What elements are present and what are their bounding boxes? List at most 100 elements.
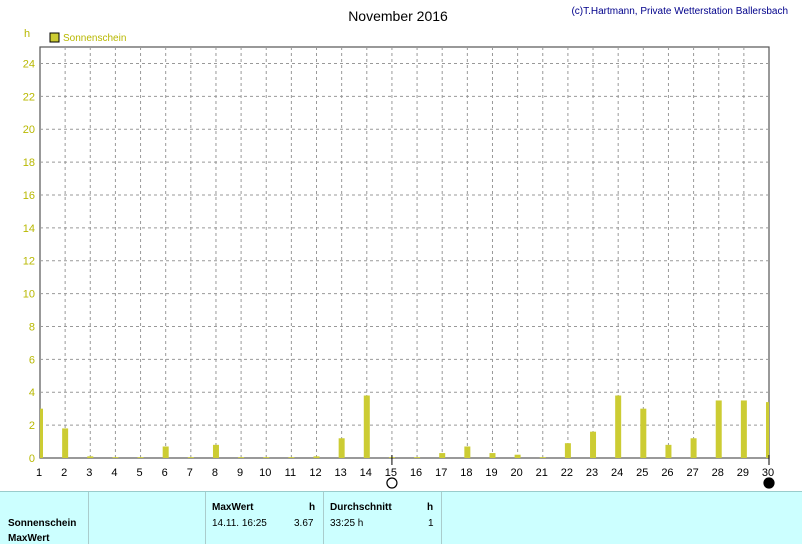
maxwert-header: MaxWert bbox=[212, 502, 254, 513]
x-tick-label: 3 bbox=[86, 467, 92, 479]
sunshine-bars bbox=[40, 395, 769, 458]
maxwert-value: 3.67 bbox=[294, 518, 314, 529]
x-tick-label: 13 bbox=[335, 467, 347, 479]
sunshine-bar bbox=[564, 443, 571, 458]
y-tick-label: 4 bbox=[29, 387, 35, 399]
sunshine-bar bbox=[615, 395, 622, 458]
x-tick-label: 19 bbox=[485, 467, 497, 479]
sunshine-bar bbox=[464, 446, 471, 458]
sunshine-bar bbox=[690, 438, 697, 458]
x-tick-label: 25 bbox=[636, 467, 648, 479]
y-tick-label: 20 bbox=[23, 124, 35, 136]
x-tick-label: 22 bbox=[561, 467, 573, 479]
table-divider bbox=[323, 492, 324, 544]
sunshine-bar bbox=[288, 457, 295, 458]
x-tick-label: 14 bbox=[360, 467, 372, 479]
x-tick-label: 18 bbox=[460, 467, 472, 479]
sunshine-bar bbox=[414, 457, 421, 458]
sunshine-bar bbox=[162, 446, 169, 458]
sunshine-bar bbox=[338, 438, 345, 458]
credit-text: (c)T.Hartmann, Private Wetterstation Bal… bbox=[571, 6, 788, 17]
sunshine-bar bbox=[740, 400, 747, 458]
x-tick-label: 21 bbox=[536, 467, 548, 479]
row-label-sunshine: Sonnenschein bbox=[8, 518, 77, 529]
sunshine-bar bbox=[112, 457, 119, 458]
x-tick-label: 6 bbox=[162, 467, 168, 479]
x-tick-label: 7 bbox=[187, 467, 193, 479]
sunshine-bar bbox=[640, 408, 647, 458]
legend-label: Sonnenschein bbox=[63, 33, 126, 44]
y-tick-label: 12 bbox=[23, 256, 35, 268]
chart-title: November 2016 bbox=[348, 8, 448, 24]
y-axis-unit: h bbox=[24, 28, 30, 40]
table-divider bbox=[88, 492, 89, 544]
y-tick-label: 10 bbox=[23, 289, 35, 301]
table-divider bbox=[205, 492, 206, 544]
x-tick-label: 30 bbox=[762, 467, 774, 479]
moon-phase-markers bbox=[386, 455, 775, 489]
x-tick-label: 29 bbox=[737, 467, 749, 479]
x-tick-label: 11 bbox=[285, 467, 296, 479]
sunshine-bar bbox=[238, 457, 245, 458]
sunshine-bar bbox=[439, 453, 446, 458]
x-tick-label: 23 bbox=[586, 467, 598, 479]
row-label-maxwert: MaxWert bbox=[8, 533, 50, 544]
x-tick-label: 5 bbox=[136, 467, 142, 479]
average-unit: h bbox=[427, 502, 434, 513]
y-tick-label: 14 bbox=[23, 223, 35, 235]
x-tick-label: 17 bbox=[435, 467, 447, 479]
legend-swatch bbox=[49, 32, 60, 43]
table-divider bbox=[441, 492, 442, 544]
new-moon-icon bbox=[763, 477, 775, 489]
x-tick-label: 15 bbox=[385, 467, 397, 479]
y-tick-label: 18 bbox=[23, 157, 35, 169]
x-tick-label: 28 bbox=[712, 467, 724, 479]
maxwert-unit: h bbox=[309, 502, 316, 513]
y-tick-label: 0 bbox=[29, 453, 35, 465]
sunshine-bar bbox=[40, 408, 43, 458]
x-tick-label: 24 bbox=[611, 467, 623, 479]
sunshine-bar bbox=[212, 444, 219, 458]
sunshine-bar bbox=[514, 454, 521, 458]
y-tick-label: 22 bbox=[23, 91, 35, 103]
x-axis-ticks: 1 2 3 4 5 6 7 8 9 10 11 12 13 14 15 16 17 18 19 20 21 22 23 24 2… bbox=[36, 467, 774, 479]
sunshine-bar bbox=[263, 457, 270, 458]
x-tick-label: 4 bbox=[111, 467, 117, 479]
sunshine-bar bbox=[87, 456, 94, 458]
x-tick-label: 10 bbox=[259, 467, 271, 479]
sunshine-bar bbox=[590, 431, 597, 458]
x-tick-label: 16 bbox=[410, 467, 422, 479]
sunshine-bar bbox=[766, 402, 769, 458]
x-tick-label: 12 bbox=[309, 467, 321, 479]
x-tick-label: 27 bbox=[686, 467, 698, 479]
sunshine-bar bbox=[715, 400, 722, 458]
x-tick-label: 8 bbox=[212, 467, 218, 479]
x-tick-label: 9 bbox=[237, 467, 243, 479]
average-count: 1 bbox=[428, 518, 434, 529]
sunshine-bar bbox=[313, 456, 320, 458]
plot-area bbox=[39, 46, 770, 459]
sunshine-bar bbox=[363, 395, 370, 458]
maxwert-date: 14.11. 16:25 bbox=[212, 518, 267, 529]
x-tick-label: 26 bbox=[661, 467, 673, 479]
sunshine-bar bbox=[137, 457, 144, 458]
summary-table: Sonnenschein MaxWert MaxWert h 14.11. 16… bbox=[0, 491, 802, 544]
y-tick-label: 16 bbox=[23, 190, 35, 202]
sunshine-bar bbox=[489, 453, 496, 458]
sunshine-bar bbox=[187, 457, 194, 458]
full-moon-icon bbox=[386, 477, 398, 489]
y-tick-label: 24 bbox=[23, 58, 35, 70]
grid-lines bbox=[40, 47, 769, 458]
x-tick-label: 2 bbox=[61, 467, 67, 479]
sunshine-bar bbox=[539, 457, 546, 458]
sunshine-chart: November 2016 (c)T.Hartmann, Private Wet… bbox=[23, 6, 788, 489]
y-tick-label: 6 bbox=[29, 354, 35, 366]
average-value: 33:25 h bbox=[330, 518, 364, 529]
y-tick-label: 8 bbox=[29, 321, 35, 333]
y-tick-label: 2 bbox=[29, 420, 35, 432]
x-tick-label: 20 bbox=[510, 467, 522, 479]
average-header: Durchschnitt bbox=[330, 502, 392, 513]
sunshine-bar bbox=[62, 428, 69, 458]
sunshine-bar bbox=[665, 444, 672, 458]
